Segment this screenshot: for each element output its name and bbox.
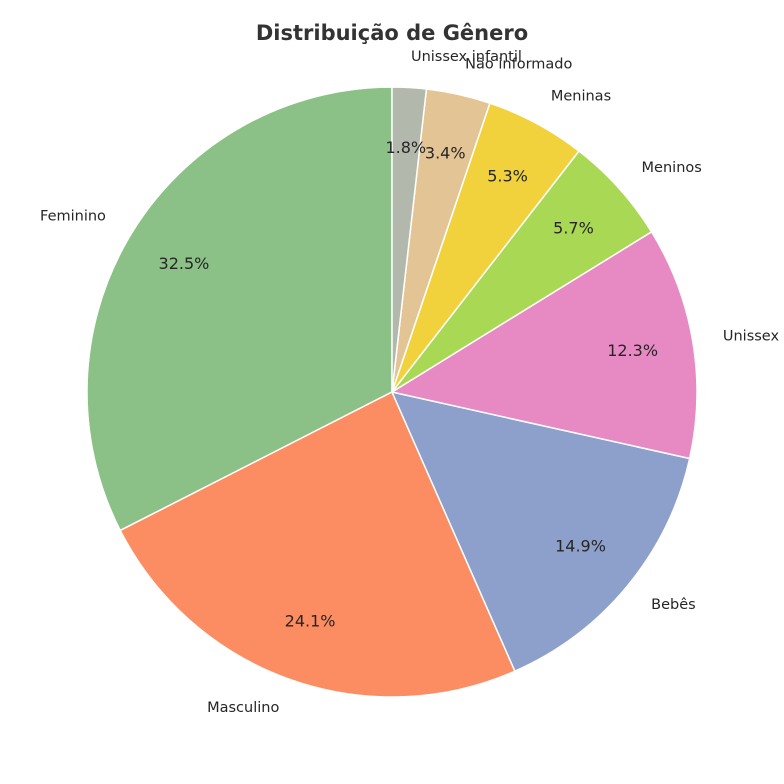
slice-value-label-masculino: 24.1%	[285, 611, 336, 630]
slice-value-label-feminino: 32.5%	[159, 254, 210, 273]
slice-label-meninos: Meninos	[642, 160, 702, 176]
slice-value-label-meninos: 5.7%	[553, 218, 594, 237]
slice-label-unissex-infantil: Unissex infantil	[411, 49, 522, 65]
slice-value-label-unissex: 12.3%	[607, 341, 658, 360]
slice-label-feminino: Feminino	[40, 209, 106, 225]
pie-slices	[86, 86, 698, 698]
slice-value-label-bebes: 14.9%	[555, 536, 606, 555]
slice-label-unissex: Unissex	[723, 328, 780, 344]
slice-value-label-meninas: 5.3%	[487, 167, 528, 186]
slice-label-masculino: Masculino	[207, 700, 279, 716]
pie-labels: Feminino 32.5% Masculino 24.1% Bebês 14.9% Uni…	[40, 49, 779, 716]
slice-label-meninas: Meninas	[551, 88, 611, 104]
slice-value-label-nao-informado: 3.4%	[425, 143, 466, 162]
pie-slice-masculino	[119, 391, 516, 698]
slice-label-nao-informado: Não informado	[465, 57, 572, 73]
pie-slice-unissex-infantil	[391, 86, 428, 393]
slice-value-label-unissex-infantil: 1.8%	[385, 138, 426, 157]
chart-title: Distribuição de Gênero	[256, 21, 528, 45]
pie-slice-unissex	[391, 231, 698, 460]
pie-slice-feminino	[86, 86, 393, 532]
pie-slice-bebes	[391, 391, 691, 672]
slice-label-bebes: Bebês	[651, 597, 696, 613]
